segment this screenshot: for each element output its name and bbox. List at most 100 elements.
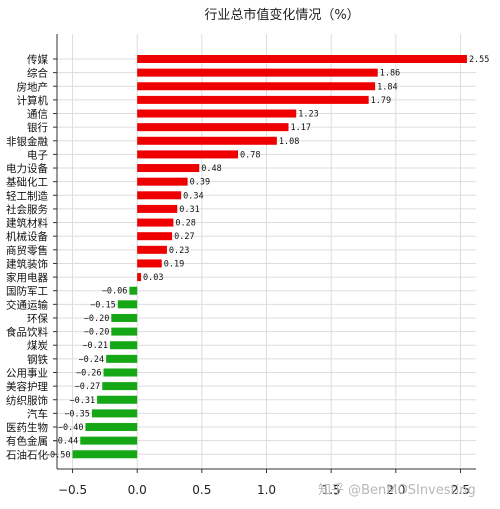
data-label: −0.20 [84,328,110,338]
data-labels: 2.55 1.86 1.84 1.79 1.23 1.17 1.08 0.78 0.48 0.39… [45,55,490,460]
bar [137,259,162,268]
bar [110,341,138,350]
category-label: 轻工制造 [6,189,48,202]
data-label: 0.39 [190,178,210,188]
bar [137,232,173,241]
data-label: 0.31 [179,205,199,215]
bar [111,327,138,336]
category-label: 社会服务 [6,203,48,216]
bar [137,204,178,213]
bar [137,177,188,186]
category-label: 通信 [27,109,48,121]
data-label: 1.79 [371,96,391,106]
category-label: 综合 [27,67,48,80]
bar [137,136,277,145]
category-label: 传媒 [27,53,48,66]
bar [137,218,174,227]
category-label: 电子 [27,148,48,161]
bar [137,55,467,63]
category-label: 计算机 [17,94,49,107]
bar [137,191,182,200]
data-label: −0.20 [84,314,110,324]
category-labels: 传媒综合房地产计算机通信银行非银金融电子电力设备基础化工轻工制造社会服务建筑材料… [6,53,48,461]
category-label: 食品饮料 [6,326,48,339]
data-label: −0.27 [75,382,101,392]
data-label: 0.34 [183,191,203,201]
bar [137,245,167,254]
category-label: 基础化工 [6,176,48,189]
data-label: −0.06 [102,287,128,297]
data-label: 1.23 [298,110,318,120]
x-tick-label: 0.0 [128,483,147,497]
data-label: 1.08 [279,137,299,147]
data-label: 0.28 [175,219,195,229]
category-label: 建筑材料 [6,217,48,230]
x-tick-label: 2.0 [386,483,405,497]
category-label: 交通运输 [6,298,48,311]
data-label: 0.48 [201,164,221,174]
data-label: 0.19 [164,259,184,269]
x-tick-label: 1.5 [322,483,341,497]
data-label: −0.24 [79,355,105,365]
data-label: 1.84 [377,82,397,92]
bar [91,409,138,418]
category-label: 房地产 [17,80,49,93]
x-tick-label: 0.5 [192,483,211,497]
category-label: 机械设备 [6,230,48,243]
category-label: 电力设备 [6,162,48,175]
x-tick-labels: −0.5 0.0 0.5 1.0 1.5 2.0 2.5 [53,58,470,497]
data-label: −0.15 [90,300,116,310]
category-label: 公用事业 [6,366,48,379]
bar [72,450,138,459]
category-label: 石油石化 [6,448,48,461]
data-label: −0.21 [82,341,108,351]
category-label: 建筑装饰 [6,257,48,270]
data-label: 0.23 [169,246,189,256]
category-label: 纺织服饰 [6,394,48,407]
bar [97,395,138,404]
category-label: 美容护理 [6,380,48,393]
category-label: 煤炭 [27,339,48,352]
bar [85,423,138,432]
category-label: 银行 [27,121,48,134]
data-label: 2.55 [469,55,489,65]
bar [137,273,142,282]
x-tick-label: 1.0 [257,483,276,497]
data-label: −0.26 [76,368,102,378]
bar [137,164,200,173]
bar [129,286,138,295]
bar [137,123,289,132]
category-label: 家用电器 [6,271,48,284]
chart-title: 行业总市值变化情况（%） [204,7,359,23]
bar [137,82,376,91]
bar [137,95,369,104]
category-label: 汽车 [27,407,48,420]
data-label: 0.03 [143,273,163,283]
bars [72,55,467,459]
bar [137,68,378,77]
data-label: −0.35 [64,409,90,419]
category-label: 钢铁 [27,353,48,366]
watermark: 知乎 @BenMOSInvesting [318,482,476,498]
category-label: 环保 [27,312,48,325]
category-label: 非银金融 [6,135,48,148]
x-tick-label: 2.5 [451,483,470,497]
data-label: 0.27 [174,232,194,242]
x-tick-label: −0.5 [58,483,87,497]
category-label: 国防军工 [6,285,48,298]
category-label: 医药生物 [6,421,48,434]
data-label: −0.40 [58,423,84,433]
bar [137,150,239,159]
data-label: 0.78 [240,150,260,160]
bar [117,300,138,309]
data-label: 1.86 [380,69,400,79]
data-label: −0.44 [53,437,79,447]
data-label: −0.31 [69,396,95,406]
category-label: 商贸零售 [6,244,48,257]
category-label: 有色金属 [6,435,48,448]
bar [102,382,138,391]
bar [103,368,138,377]
data-label: 1.17 [290,123,310,133]
bar [137,109,297,118]
